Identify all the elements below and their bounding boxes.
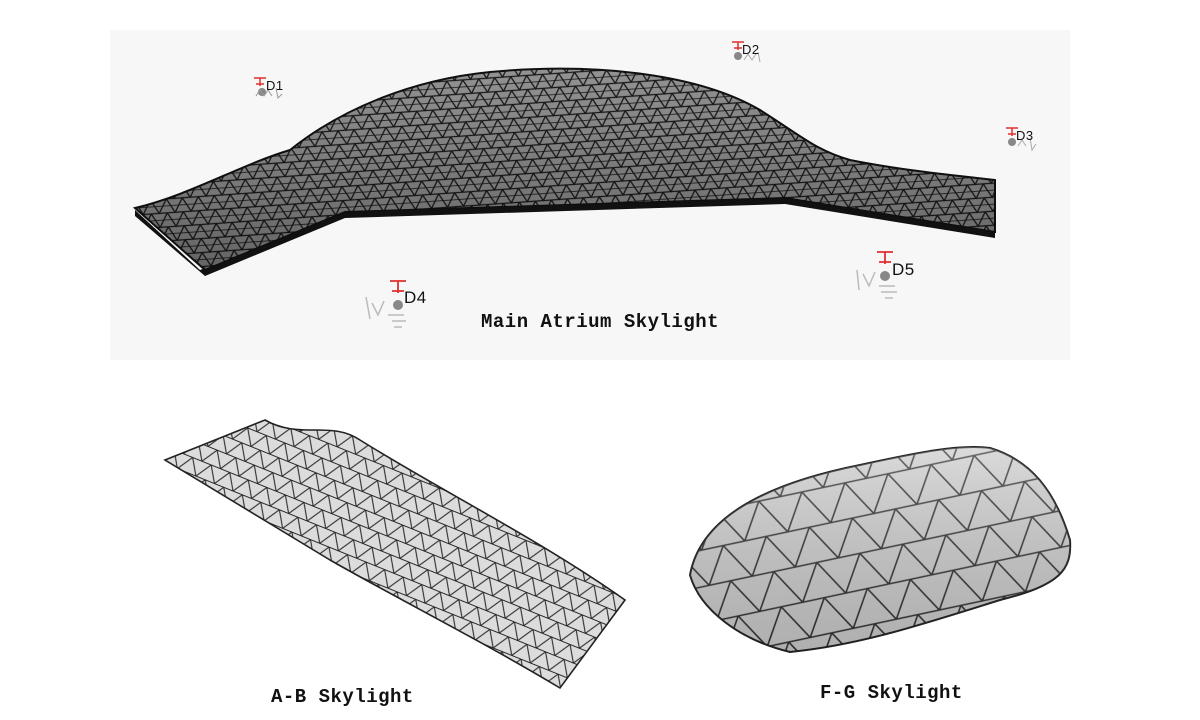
marker-label-d1: D1 — [266, 78, 284, 93]
marker-d4 — [365, 280, 406, 328]
fg-skylight-caption: F-G Skylight — [820, 682, 963, 704]
marker-d1 — [254, 77, 283, 100]
ab-skylight-caption: A-B Skylight — [271, 686, 414, 708]
marker-label-d5: D5 — [892, 260, 915, 279]
marker-label-d2: D2 — [742, 42, 760, 57]
marker-d2 — [732, 41, 761, 63]
marker-d5 — [856, 251, 897, 299]
main-atrium-skylight-model — [132, 67, 996, 276]
main-atrium-caption: Main Atrium Skylight — [481, 311, 720, 333]
ab-skylight-model — [163, 419, 627, 690]
marker-d3 — [1006, 127, 1037, 152]
marker-label-d3: D3 — [1016, 128, 1034, 143]
fg-skylight-model — [688, 445, 1072, 654]
marker-label-d4: D4 — [404, 288, 427, 307]
